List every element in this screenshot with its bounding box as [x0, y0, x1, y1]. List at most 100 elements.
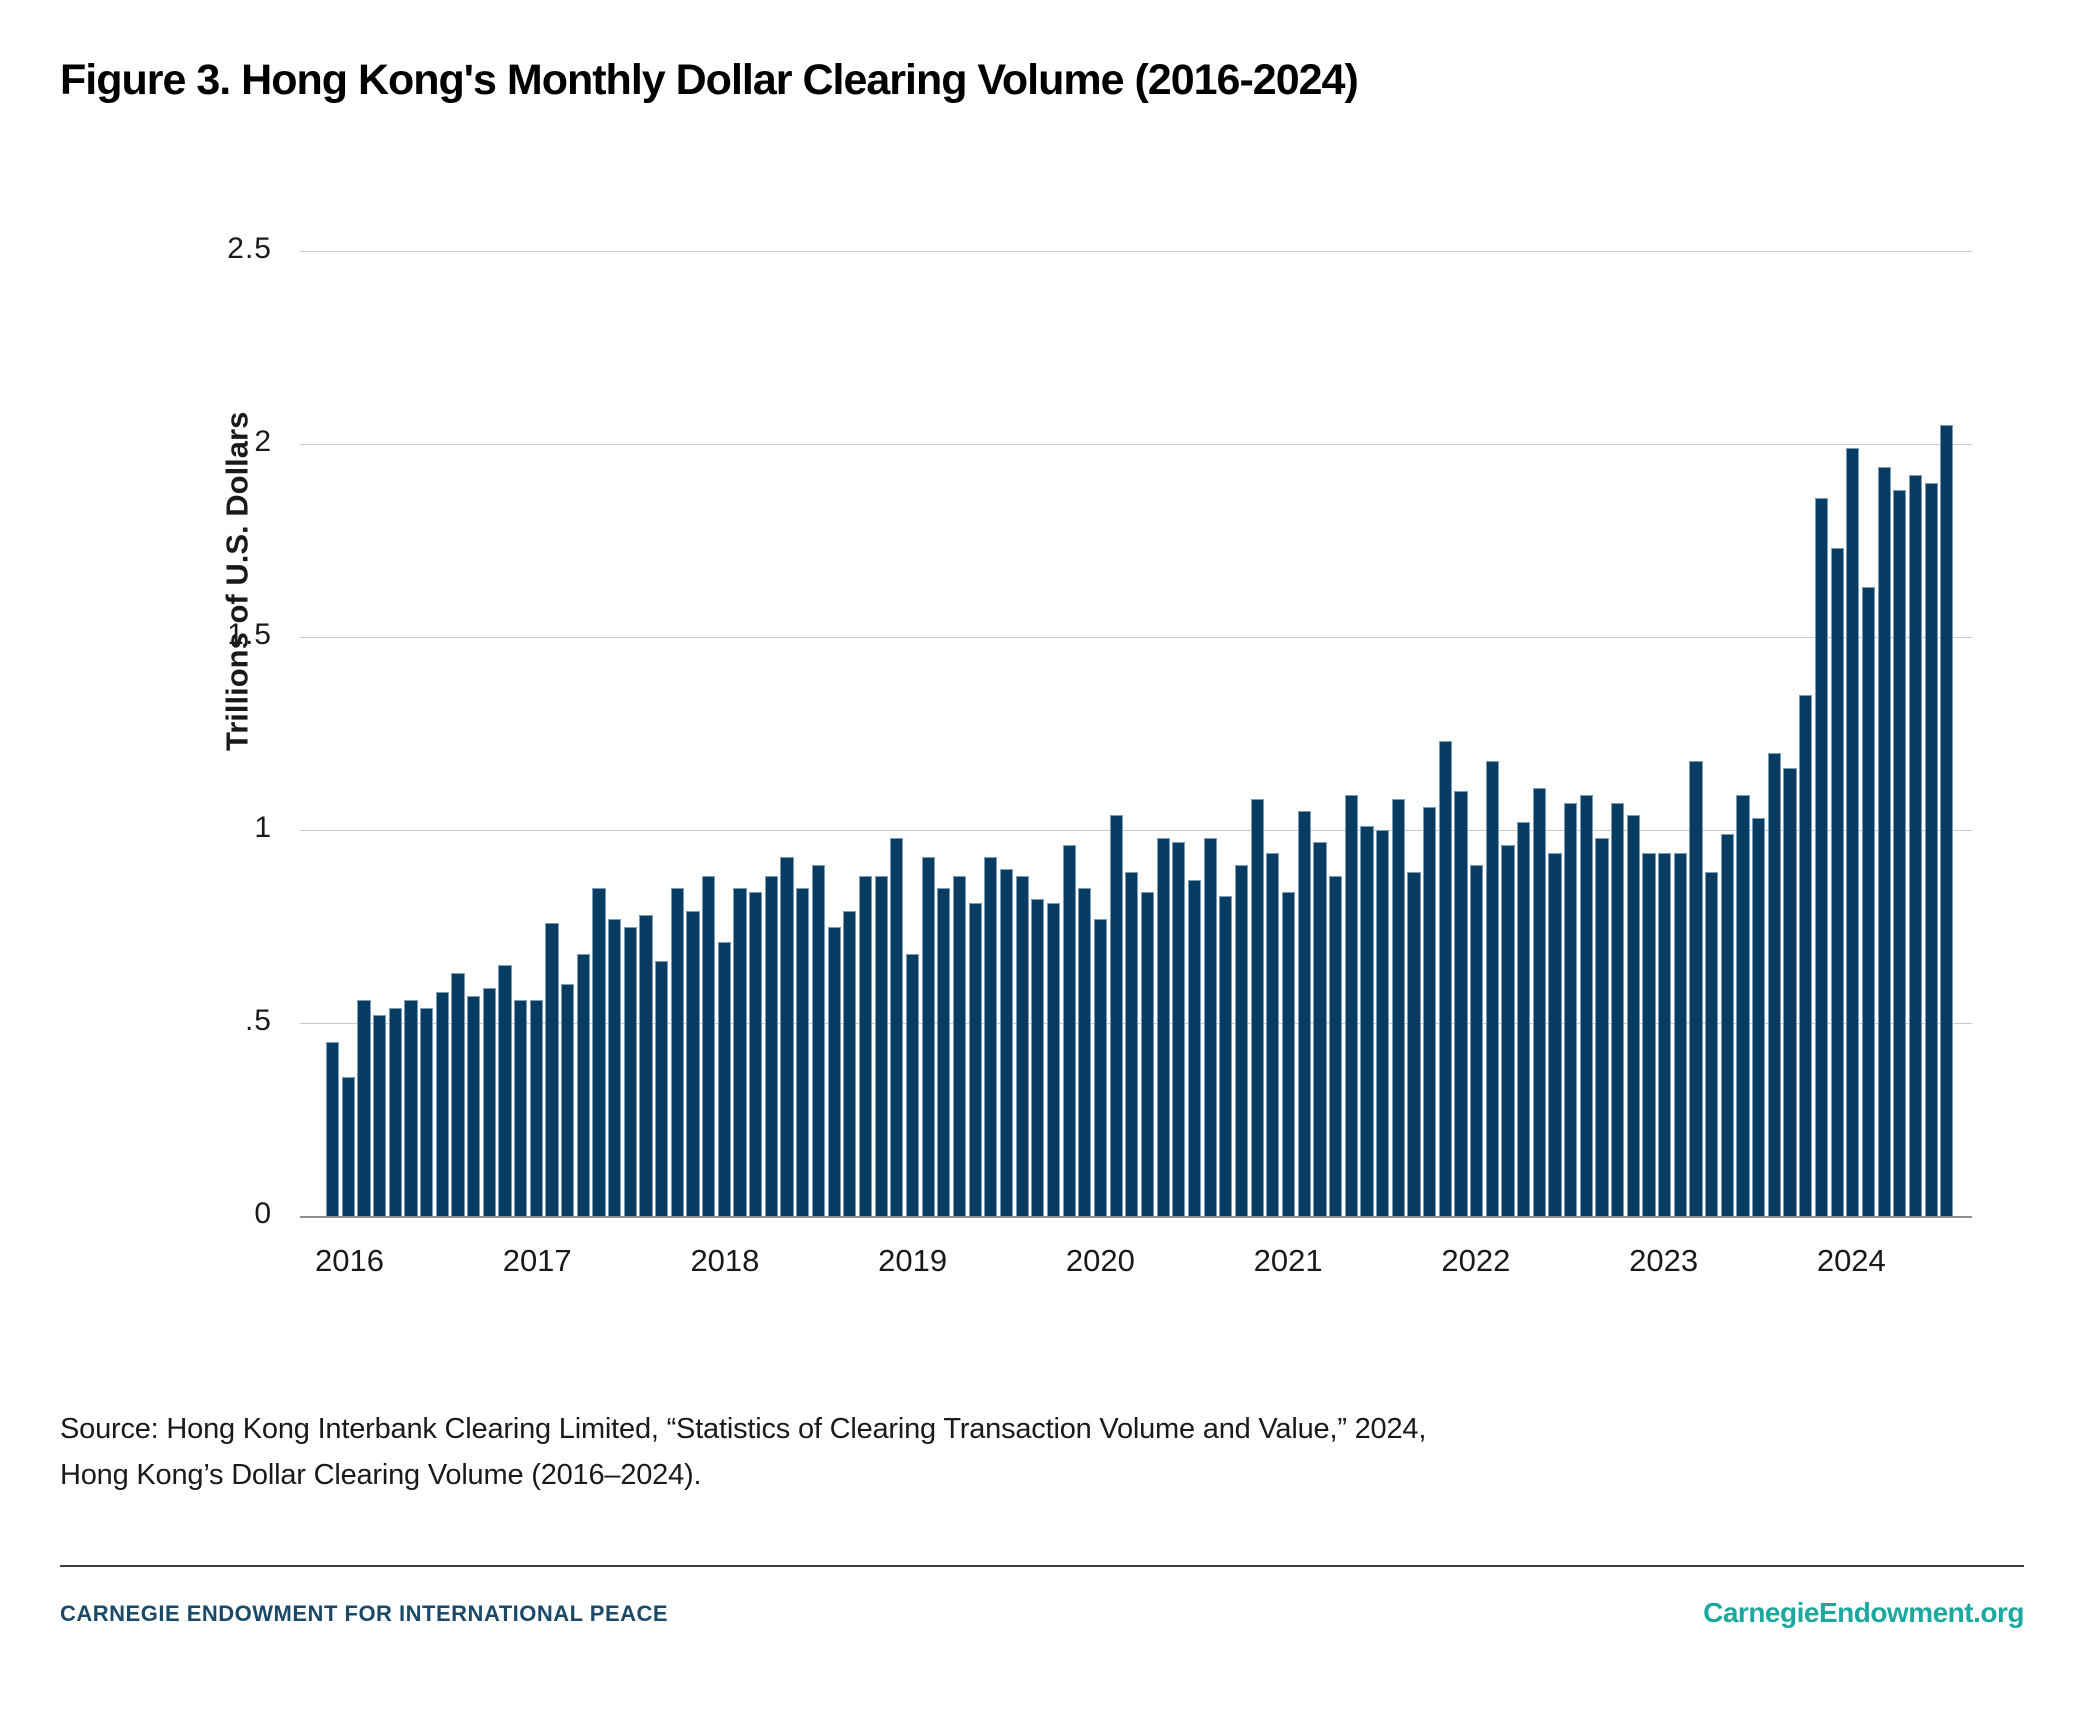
year-label-2018: 2018 — [690, 1243, 760, 1278]
bar-2021-08 — [1376, 830, 1390, 1216]
bar-2022-03 — [1485, 760, 1499, 1216]
bar-2019-10 — [1031, 899, 1045, 1216]
bar-2022-09 — [1579, 795, 1593, 1216]
bar-2023-10 — [1783, 768, 1797, 1216]
bar-2016-08 — [435, 992, 449, 1216]
bar-2018-06 — [780, 857, 794, 1216]
bar-2024-06 — [1908, 474, 1923, 1216]
bar-2023-12 — [1814, 498, 1828, 1216]
bar-2020-02 — [1093, 918, 1108, 1216]
monthly-bars — [326, 251, 1954, 1216]
bar-2017-05 — [576, 953, 590, 1216]
bar-2016-04 — [373, 1015, 387, 1216]
bar-2019-11 — [1046, 903, 1061, 1216]
source-line-2: Hong Kong’s Dollar Clearing Volume (2016… — [60, 1459, 702, 1491]
bar-2022-10 — [1595, 837, 1609, 1216]
bar-2019-08 — [999, 868, 1014, 1216]
bar-2017-08 — [623, 926, 637, 1216]
bar-2022-02 — [1470, 864, 1484, 1216]
gridline-1-5 — [300, 637, 1972, 638]
bar-2024-03 — [1861, 586, 1876, 1216]
bar-2017-04 — [561, 984, 575, 1216]
bar-2022-08 — [1564, 802, 1578, 1216]
bar-2016-02 — [341, 1077, 355, 1216]
bar-2018-10 — [843, 911, 857, 1216]
bar-2020-11 — [1234, 864, 1249, 1216]
bar-2020-01 — [1078, 887, 1092, 1216]
bar-2020-05 — [1140, 891, 1155, 1216]
bar-2016-12 — [498, 965, 512, 1216]
year-label-2017: 2017 — [502, 1243, 572, 1278]
bar-2017-07 — [608, 918, 622, 1216]
bar-2018-03 — [733, 887, 747, 1216]
bar-2020-12 — [1250, 799, 1264, 1216]
bar-2024-07 — [1924, 482, 1938, 1216]
bar-2020-08 — [1187, 880, 1202, 1216]
bar-2019-02 — [905, 953, 920, 1216]
bar-2016-01 — [326, 1042, 340, 1216]
bar-2024-04 — [1877, 467, 1891, 1216]
bar-2017-01 — [514, 999, 528, 1216]
bar-2021-12 — [1438, 741, 1452, 1216]
bar-2019-01 — [890, 837, 904, 1216]
y-tick-1-5: 1.5 — [227, 618, 272, 651]
bar-2019-09 — [1015, 876, 1029, 1216]
carnegie-url-link[interactable]: CarnegieEndowment.org — [1703, 1597, 2024, 1628]
footer-divider — [60, 1565, 2024, 1567]
bar-2019-04 — [937, 887, 951, 1216]
year-label-2023: 2023 — [1629, 1243, 1699, 1278]
figure-title: Figure 3. Hong Kong's Monthly Dollar Cle… — [60, 56, 1359, 104]
bar-2020-06 — [1156, 837, 1170, 1216]
bar-2024-08 — [1940, 424, 1954, 1216]
bar-2022-01 — [1454, 791, 1468, 1216]
bar-2024-02 — [1846, 447, 1860, 1216]
gridline-2-0 — [300, 444, 1972, 445]
bar-2023-02 — [1658, 853, 1672, 1216]
bar-2023-01 — [1642, 853, 1656, 1216]
bar-2021-10 — [1407, 872, 1421, 1216]
bar-2023-09 — [1767, 752, 1781, 1216]
bar-2017-10 — [655, 961, 669, 1216]
bar-2020-10 — [1219, 895, 1233, 1216]
gridline-1-0 — [300, 830, 1972, 831]
bar-2021-11 — [1423, 806, 1437, 1216]
bar-2019-06 — [968, 903, 982, 1216]
bar-2021-06 — [1344, 795, 1358, 1216]
bar-2023-06 — [1720, 833, 1734, 1216]
y-tick-0: 0 — [254, 1197, 272, 1230]
bar-2016-06 — [404, 999, 418, 1216]
bar-2021-04 — [1313, 841, 1327, 1216]
bar-2017-12 — [686, 911, 700, 1216]
carnegie-wordmark: CARNEGIE ENDOWMENT FOR INTERNATIONAL PEA… — [60, 1601, 669, 1626]
bar-2021-01 — [1266, 853, 1280, 1216]
bar-2021-09 — [1391, 799, 1405, 1216]
year-label-2019: 2019 — [878, 1243, 948, 1278]
bar-2018-07 — [796, 887, 810, 1216]
y-tick-2: 2 — [254, 425, 272, 458]
bar-2017-06 — [592, 887, 606, 1216]
bar-2017-03 — [545, 922, 559, 1216]
bar-2023-07 — [1736, 795, 1750, 1216]
bar-2023-05 — [1705, 872, 1719, 1216]
x-axis-year-labels: 2016 2017 2018 2019 2020 2021 2022 2023 2024 — [315, 1243, 1953, 1283]
y-axis-title: Trillions of U.S. Dollars — [219, 411, 255, 751]
bar-2016-05 — [388, 1007, 402, 1216]
bar-2020-04 — [1125, 872, 1139, 1216]
year-label-2020: 2020 — [1065, 1243, 1135, 1278]
bar-2016-09 — [451, 972, 465, 1216]
bar-chart-plot-area — [300, 251, 1972, 1218]
bar-2021-02 — [1281, 891, 1296, 1216]
bar-2016-03 — [357, 999, 371, 1216]
y-tick-0-5: .5 — [244, 1004, 272, 1037]
bar-2022-05 — [1517, 822, 1531, 1216]
bar-2018-04 — [749, 891, 763, 1216]
bar-2022-04 — [1501, 845, 1515, 1216]
bar-2022-07 — [1548, 853, 1562, 1216]
bar-2018-02 — [717, 941, 731, 1216]
bar-2017-09 — [639, 914, 653, 1216]
bar-2022-11 — [1611, 802, 1625, 1216]
bar-2022-12 — [1626, 814, 1640, 1216]
bar-2016-11 — [482, 988, 496, 1216]
gridline-2-5 — [300, 251, 1972, 252]
